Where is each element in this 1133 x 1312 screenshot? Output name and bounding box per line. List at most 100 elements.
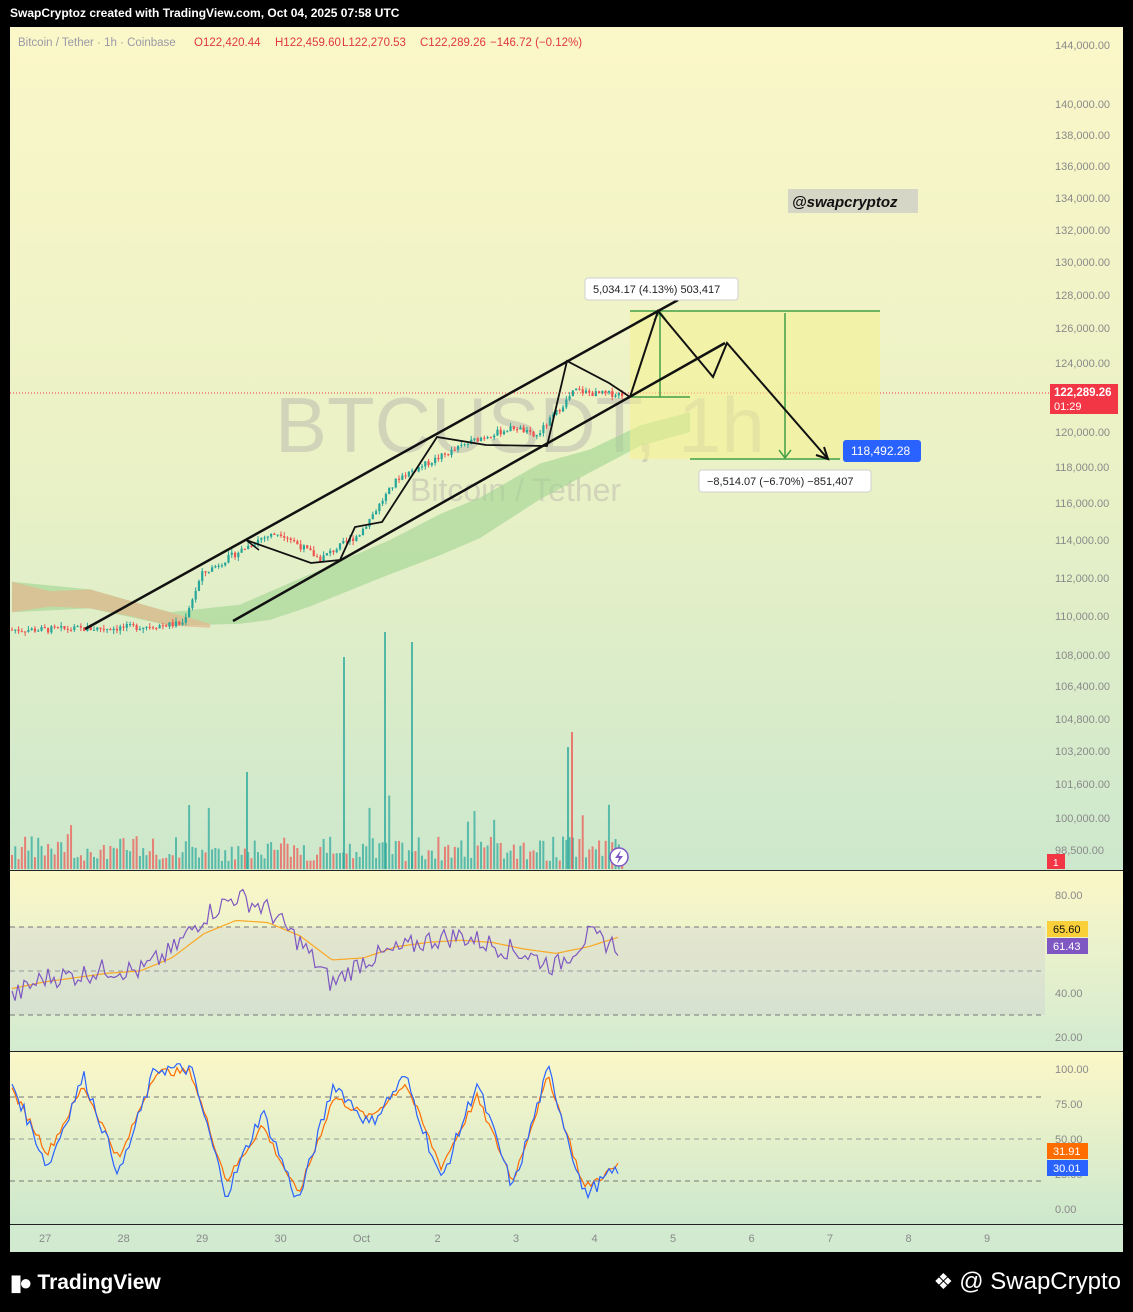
projection-box <box>630 311 880 459</box>
volume-bar <box>56 841 59 869</box>
volume-bar <box>33 857 36 869</box>
candle-body <box>443 453 447 455</box>
candle-body <box>329 550 332 554</box>
volume-bar <box>355 851 358 869</box>
volume-bar <box>188 805 191 869</box>
candle-body <box>33 628 37 632</box>
price-axis[interactable]: 144,000.00 140,000.00 138,000.00 136,000.00… <box>1055 40 1110 857</box>
candle-body <box>142 627 145 629</box>
stoch-k-label: 31.91 <box>1047 1143 1088 1159</box>
tradingview-logo: ▮● TradingView <box>10 1270 161 1296</box>
candle-body <box>489 437 492 439</box>
candle-body <box>476 438 479 442</box>
candle-body <box>325 553 328 556</box>
candle-body <box>286 537 289 539</box>
volume-bar <box>581 815 584 869</box>
volume-bar <box>558 860 561 869</box>
candle-body <box>194 590 197 600</box>
stoch-tick-label: 100.00 <box>1055 1064 1089 1076</box>
candle-body <box>384 493 388 501</box>
price-tick-label: 124,000.00 <box>1055 358 1110 370</box>
volume-bar <box>339 853 341 869</box>
candle-body <box>46 627 50 633</box>
candle-body <box>106 629 109 631</box>
price-tick-label: 128,000.00 <box>1055 290 1110 302</box>
time-tick-label: 6 <box>749 1233 755 1245</box>
candle-body <box>430 463 433 465</box>
candle-body <box>276 534 279 536</box>
volume-bar <box>201 849 204 869</box>
candle-body <box>122 626 125 628</box>
candle-body <box>240 548 243 553</box>
price-tick-label: 126,000.00 <box>1055 323 1110 335</box>
candle-body <box>60 626 63 628</box>
cloud-red <box>12 581 210 628</box>
candle-body <box>434 457 437 464</box>
candle-body <box>302 545 306 550</box>
candle-body <box>83 627 86 631</box>
time-tick-label: 5 <box>670 1233 676 1245</box>
candle-body <box>273 533 276 535</box>
volume-bar <box>279 843 282 869</box>
volume-bar <box>181 852 184 869</box>
candle-body <box>361 528 365 536</box>
price-tick-label: 114,000.00 <box>1055 535 1109 547</box>
candle-body <box>119 626 122 631</box>
candle-body <box>319 556 322 562</box>
candle-body <box>37 630 40 632</box>
price-tick-label: 116,000.00 <box>1055 498 1109 510</box>
stoch-series <box>11 1063 619 1200</box>
candle-body <box>69 629 73 631</box>
rsi-line <box>11 888 619 1001</box>
volume-bar <box>155 854 158 869</box>
candle-body <box>148 626 151 628</box>
candle-body <box>532 431 535 437</box>
price-tick-label: 106,400.00 <box>1055 681 1110 693</box>
volume-bar <box>194 847 197 869</box>
volume-bar <box>375 857 378 869</box>
candle-body <box>538 433 542 436</box>
candle-body <box>188 608 191 618</box>
candle-body <box>27 630 30 632</box>
volume-bar <box>499 842 502 869</box>
projection-path <box>629 308 829 460</box>
candle-body <box>270 533 273 537</box>
volume-bar <box>283 837 286 869</box>
candle-body <box>207 571 210 573</box>
candle-body <box>575 388 578 391</box>
lightning-icon[interactable] <box>609 847 629 867</box>
candle-body <box>522 427 525 433</box>
volume-bar <box>247 852 250 869</box>
candle-body <box>561 407 565 412</box>
candle-body <box>571 390 574 397</box>
candle-body <box>381 500 384 504</box>
candle-body <box>171 622 174 627</box>
candle-body <box>155 627 158 629</box>
time-axis[interactable]: 27 28 29 30 Oct 2 3 4 5 6 7 8 9 <box>39 1233 990 1245</box>
candle-body <box>460 444 463 447</box>
time-tick-label: 30 <box>275 1233 287 1245</box>
volume-bar <box>257 852 259 869</box>
price-tick-label: 103,200.00 <box>1055 746 1110 758</box>
price-tick-label: 98,500.00 <box>1055 845 1104 857</box>
candle-body <box>165 625 168 627</box>
candle-body <box>401 475 404 480</box>
candle-body <box>30 628 33 631</box>
volume-bar <box>138 855 141 869</box>
stoch-tick-label: 75.00 <box>1055 1099 1083 1111</box>
candle-body <box>73 626 76 630</box>
candle-body <box>10 629 14 631</box>
candle-body <box>161 625 164 627</box>
price-tick-label: 132,000.00 <box>1055 225 1110 237</box>
candle-body <box>315 556 319 558</box>
volume-bar <box>562 836 565 869</box>
candle-body <box>63 626 66 629</box>
handle-tag-text: @swapcryptoz <box>792 194 898 211</box>
upper-measure-text: 5,034.17 (4.13%) 503,417 <box>593 284 720 296</box>
candle-body <box>214 566 217 568</box>
candle-body <box>135 625 138 630</box>
volume-bar <box>106 858 109 869</box>
volume-bar <box>506 852 509 869</box>
volume-bar <box>450 857 453 869</box>
chart-canvas[interactable]: BTCUSDT, 1h Bitcoin / Tether Bitcoin / T… <box>10 27 1123 1252</box>
